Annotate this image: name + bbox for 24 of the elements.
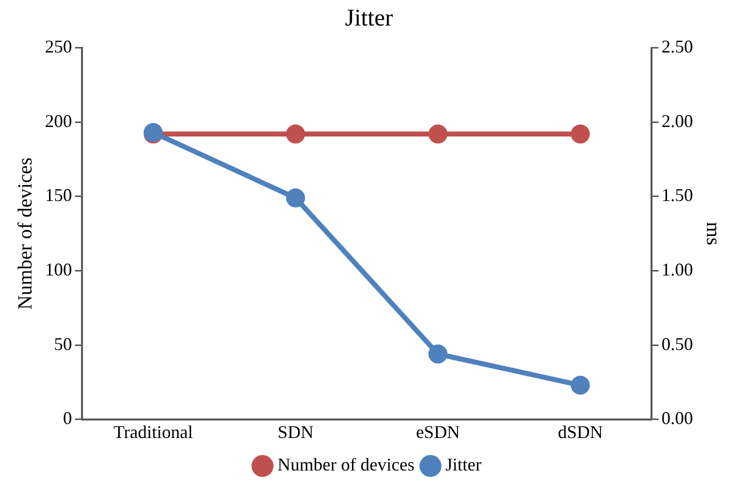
x-tick-label: Traditional [114,422,193,442]
x-tick-label: SDN [278,422,314,442]
legend-label: Jitter [445,454,482,475]
y2-tick-label: 2.50 [662,36,693,57]
chart-title: Jitter [345,6,393,32]
y2-tick-label: 1.50 [662,185,693,206]
x-tick-label: eSDN [416,422,460,442]
y-tick-label: 200 [45,110,72,131]
legend-label: Number of devices [278,454,414,475]
y2-axis-title: ms [702,222,724,246]
y-tick-label: 0 [63,408,72,428]
point [286,188,306,208]
point [570,376,590,395]
y2-tick-label: 1.00 [662,259,693,280]
y-tick-label: 50 [54,334,72,354]
y2-tick-label: 0.50 [662,334,693,354]
y-tick-label: 100 [45,259,72,280]
y2-tick-label: 2.00 [662,110,693,131]
point [428,344,448,364]
x-tick-label: dSDN [558,422,603,442]
y-axis-title: Number of devices [14,157,36,310]
y-tick-label: 150 [45,185,72,206]
y-tick-label: 250 [45,36,72,57]
y2-tick-label: 0.00 [662,408,693,428]
